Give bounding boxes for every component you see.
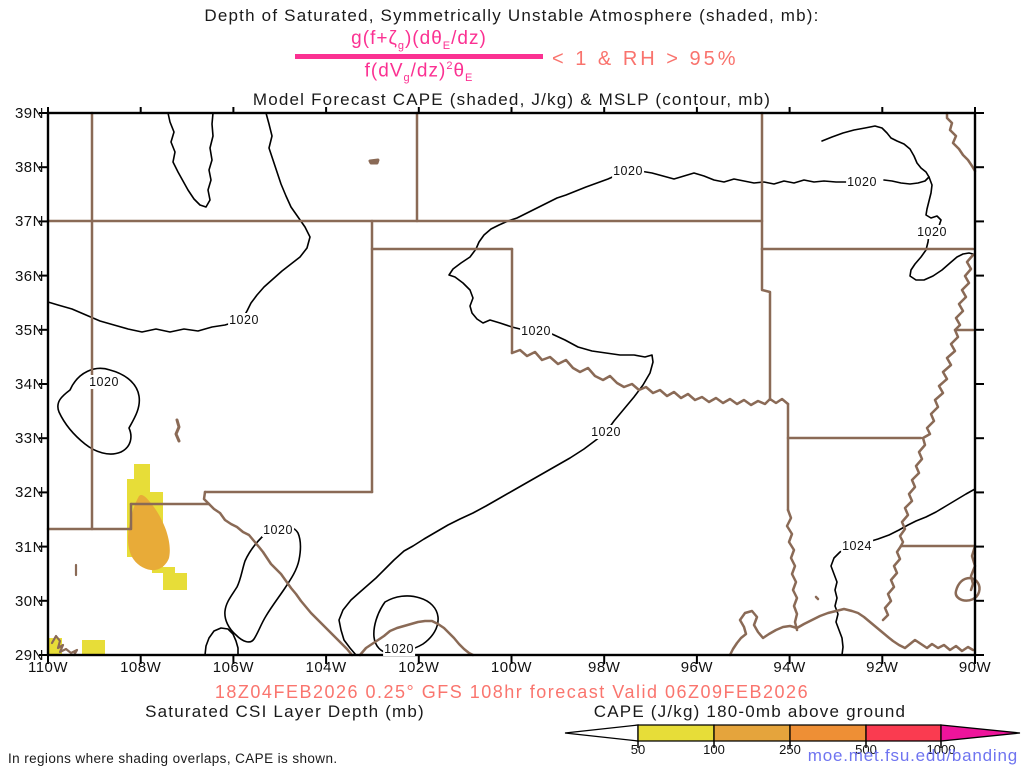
lon-axis-label: 98W (588, 659, 621, 676)
lat-axis-label: 32N (14, 484, 44, 502)
contour-label: 1020 (590, 425, 622, 439)
contour-1020-nm-loop (57, 367, 141, 455)
lat-axis-label: 39N (14, 105, 44, 122)
red-river (510, 348, 790, 407)
colorbar-segment (940, 724, 1021, 742)
contour-label: 1020 (88, 375, 120, 389)
mexico-stream (50, 634, 79, 657)
cape-50-patch (82, 640, 105, 655)
contour-label: 1020 (262, 523, 294, 537)
pearl-river (969, 544, 977, 592)
lon-axis-label: 110W (27, 659, 69, 676)
formula-numerator: g(f+ζg)(dθE/dz) (351, 28, 487, 52)
lon-axis-label: 92W (866, 659, 899, 676)
state-borders (46, 111, 981, 657)
contour-1020-main (338, 170, 863, 656)
lat-axis-label: 37N (14, 213, 44, 231)
contour-label: 1020 (846, 175, 878, 189)
lon-axis-label: 104W (305, 659, 347, 676)
lon-axis-label: 100W (490, 659, 533, 676)
lon-axis-label: 102W (398, 659, 440, 676)
colorbar-segment (865, 724, 942, 742)
lat-axis-label: 38N (14, 159, 44, 177)
colorbar-segment (713, 724, 791, 742)
lon-axis-label: 96W (680, 659, 714, 676)
lon-axis-label: 106W (212, 659, 254, 676)
colorbar-segment (637, 724, 715, 742)
footnote: In regions where shading overlaps, CAPE … (8, 751, 338, 766)
lake-pontchartrain (954, 576, 981, 602)
fraction-bar (295, 53, 543, 59)
lon-axis-label: 90W (958, 659, 992, 676)
colorbar-tick-label: 1000 (926, 742, 956, 757)
mississippi-river-lower (881, 544, 903, 622)
legend-title-cape: CAPE (J/kg) 180-0mb above ground (593, 702, 907, 721)
mississippi-river (898, 253, 975, 548)
contour-1020-nw (47, 112, 311, 333)
contour-1020-kidney (224, 525, 302, 643)
colorbar-ticks (637, 741, 942, 748)
credit-link[interactable]: moe.met.fsu.edu/banding (807, 746, 1018, 765)
border-elpaso (202, 490, 211, 506)
lat-axis-label: 35N (14, 321, 44, 339)
small-lake-co (368, 158, 380, 165)
contour-label: 1020 (916, 225, 948, 239)
colorbar-tick-label: 500 (855, 742, 877, 757)
contour-arc-south (204, 627, 239, 656)
lon-axis-label: 94W (773, 659, 806, 676)
mississippi-river-north (945, 111, 977, 173)
contour-label: 1020 (228, 313, 260, 327)
colorbar-tick-label: 250 (779, 742, 801, 757)
small-dot (814, 595, 820, 601)
lat-axis-label: 30N (14, 592, 44, 610)
cape-colorbar (564, 724, 1021, 742)
contour-1020-delrio-loop (373, 595, 439, 654)
formula-denominator: f(dVg/dz)2θE (364, 59, 474, 84)
legend-title-csi: Saturated CSI Layer Depth (mb) (145, 702, 425, 721)
border-ok-ar (760, 247, 772, 401)
gulf-coast (728, 607, 975, 657)
rio-grande-upper (207, 502, 354, 657)
contour-1020-ne-branch (909, 176, 974, 281)
elephant-butte-lake (174, 418, 181, 443)
axis-ticks (39, 107, 984, 664)
contour-trough-west (167, 112, 214, 208)
colorbar-tick-label: 100 (703, 742, 725, 757)
border-bootheel (46, 502, 133, 531)
lat-axis-label: 36N (14, 267, 44, 285)
contour-label: 1024 (841, 539, 873, 553)
colorbar-segment (789, 724, 867, 742)
mslp-contours (47, 112, 976, 656)
lat-axis-label: 34N (14, 376, 44, 393)
lat-axis-label: 31N (14, 538, 44, 556)
forecast-info: 18Z04FEB2026 0.25° GFS 108hr forecast Va… (214, 682, 810, 702)
colorbar-segment (564, 724, 639, 742)
lat-axis-label: 29N (14, 647, 44, 664)
csi-formula: g(f+ζg)(dθE/dz) f(dVg/dz)2θE (295, 28, 543, 84)
lon-axis-label: 108W (120, 659, 162, 676)
cape-shading (48, 464, 187, 655)
colorbar-tick-label: 50 (630, 742, 646, 757)
cape-100-core (128, 494, 170, 571)
contour-1020-ne-hook (821, 125, 930, 185)
sabine-river (785, 508, 799, 632)
page-subtitle: Model Forecast CAPE (shaded, J/kg) & MSL… (252, 90, 772, 109)
contour-1024 (830, 488, 976, 656)
contour-label: 1020 (383, 642, 415, 656)
page-title: Depth of Saturated, Symmetrically Unstab… (204, 6, 820, 25)
formula-condition: < 1 & RH > 95% (552, 48, 739, 70)
contour-label: 1020 (520, 324, 552, 338)
lat-axis-label: 33N (14, 430, 44, 448)
rio-grande-delrio (358, 619, 475, 657)
contour-label: 1020 (612, 164, 644, 178)
map-frame (46, 111, 977, 657)
